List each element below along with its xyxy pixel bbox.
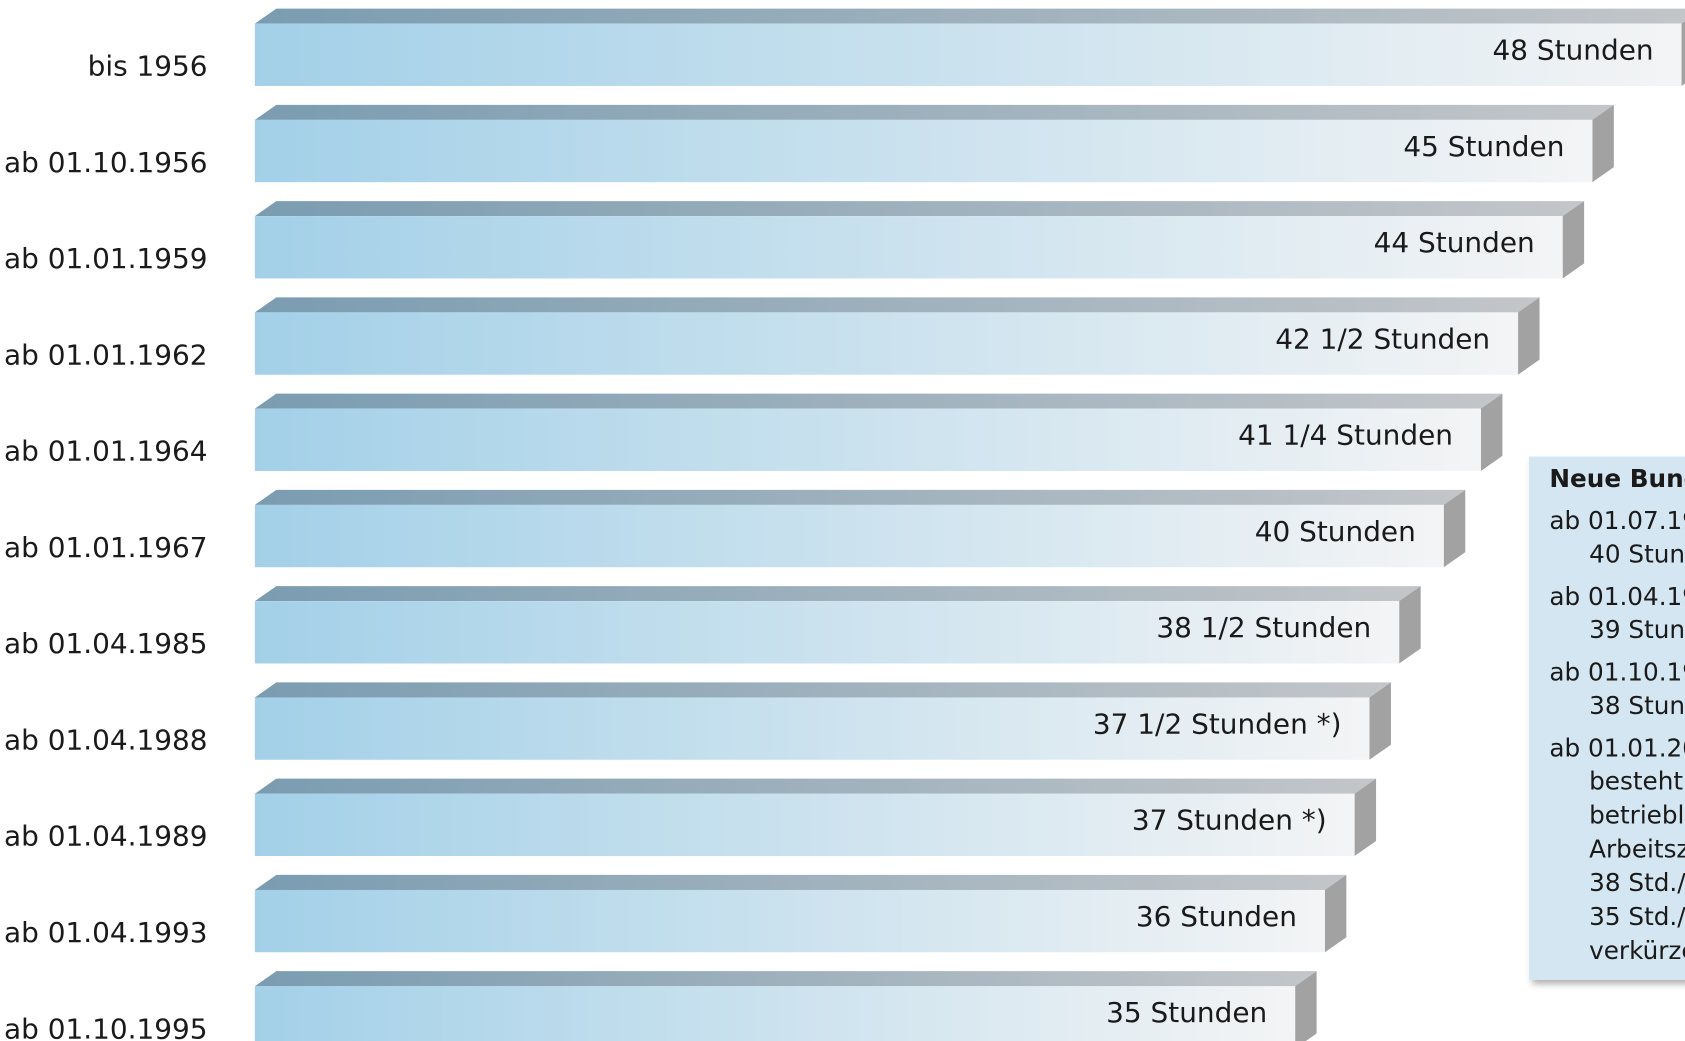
side-box-line: besteht xyxy=(1589,767,1683,796)
category-label: ab 01.04.1989 xyxy=(4,820,208,853)
side-box-date: ab 01.07.19 xyxy=(1549,506,1685,535)
category-label: ab 01.04.1988 xyxy=(4,723,208,756)
side-box-line: 35 Std./ xyxy=(1589,902,1685,931)
category-label: ab 01.04.1993 xyxy=(4,916,208,949)
category-label: ab 01.01.1967 xyxy=(4,531,208,564)
side-box: Neue Bund ab 01.07.19 40 Stun ab 01.04.19 39… xyxy=(1528,456,1685,980)
category-label: ab 01.01.1964 xyxy=(4,435,208,468)
bar-top xyxy=(254,489,1466,505)
bar xyxy=(254,408,1481,471)
bar xyxy=(254,889,1325,953)
category-label: ab 01.10.1956 xyxy=(4,146,208,179)
bar-top xyxy=(254,104,1614,120)
bar-top xyxy=(254,201,1585,217)
bar-top xyxy=(254,8,1685,24)
bar-side xyxy=(1324,874,1347,953)
bar-top xyxy=(254,297,1540,313)
bar xyxy=(254,312,1519,375)
bar-top xyxy=(254,586,1421,602)
value-label: 48 Stunden xyxy=(1493,34,1654,67)
bar xyxy=(254,601,1400,664)
bar-side xyxy=(1443,489,1466,568)
category-label: bis 1956 xyxy=(88,50,208,83)
bar xyxy=(254,697,1370,760)
category-label: ab 01.01.1962 xyxy=(4,338,208,371)
bar-side xyxy=(1369,682,1391,760)
side-box-background xyxy=(1528,456,1685,980)
value-label: 44 Stunden xyxy=(1374,226,1535,259)
bar-side xyxy=(1562,201,1585,279)
bar xyxy=(254,216,1563,279)
bar xyxy=(254,119,1593,183)
value-label: 42 1/2 Stunden xyxy=(1275,322,1490,355)
bar-side xyxy=(1681,21,1685,86)
bar-side xyxy=(1518,297,1540,375)
bar xyxy=(254,986,1296,1041)
side-box-date: ab 01.10.19 xyxy=(1549,658,1685,687)
side-box-date: ab 01.04.19 xyxy=(1549,582,1685,611)
bar-top xyxy=(254,874,1347,890)
bar xyxy=(254,793,1355,857)
side-box-date: ab 01.01.20 xyxy=(1549,733,1685,762)
value-label: 41 1/4 Stunden xyxy=(1238,419,1453,452)
bar-top xyxy=(254,778,1377,794)
value-label: 37 1/2 Stunden *) xyxy=(1093,707,1342,740)
category-label: ab 01.10.1995 xyxy=(4,1012,208,1041)
value-label: 45 Stunden xyxy=(1403,130,1564,163)
bar-side xyxy=(1480,393,1503,471)
side-box-line: 38 Std./ xyxy=(1589,868,1685,897)
side-box-line: verkürze xyxy=(1589,936,1685,965)
value-label: 37 Stunden *) xyxy=(1132,804,1327,837)
bar-side xyxy=(1399,586,1421,664)
side-box-line: 39 Stun xyxy=(1589,615,1685,644)
bar-side xyxy=(1354,778,1377,857)
value-label: 40 Stunden xyxy=(1255,515,1416,548)
bar-top xyxy=(254,971,1317,987)
bar-top xyxy=(254,393,1503,409)
bar-side xyxy=(1295,971,1317,1041)
side-box-line: betriebl xyxy=(1589,800,1684,829)
bar-top xyxy=(254,682,1391,698)
bar xyxy=(254,23,1682,86)
value-label: 35 Stunden xyxy=(1106,996,1267,1029)
value-label: 36 Stunden xyxy=(1136,900,1297,933)
category-label: ab 01.04.1985 xyxy=(4,627,208,660)
bar-side xyxy=(1592,104,1614,183)
side-box-line: 40 Stun xyxy=(1589,539,1685,568)
side-box-line: 38 Stun xyxy=(1589,691,1685,720)
bar xyxy=(254,504,1444,568)
side-box-line: Arbeitsz xyxy=(1589,834,1685,863)
category-label: ab 01.01.1959 xyxy=(4,242,208,275)
side-box-title: Neue Bund xyxy=(1549,464,1685,493)
value-label: 38 1/2 Stunden xyxy=(1156,611,1371,644)
